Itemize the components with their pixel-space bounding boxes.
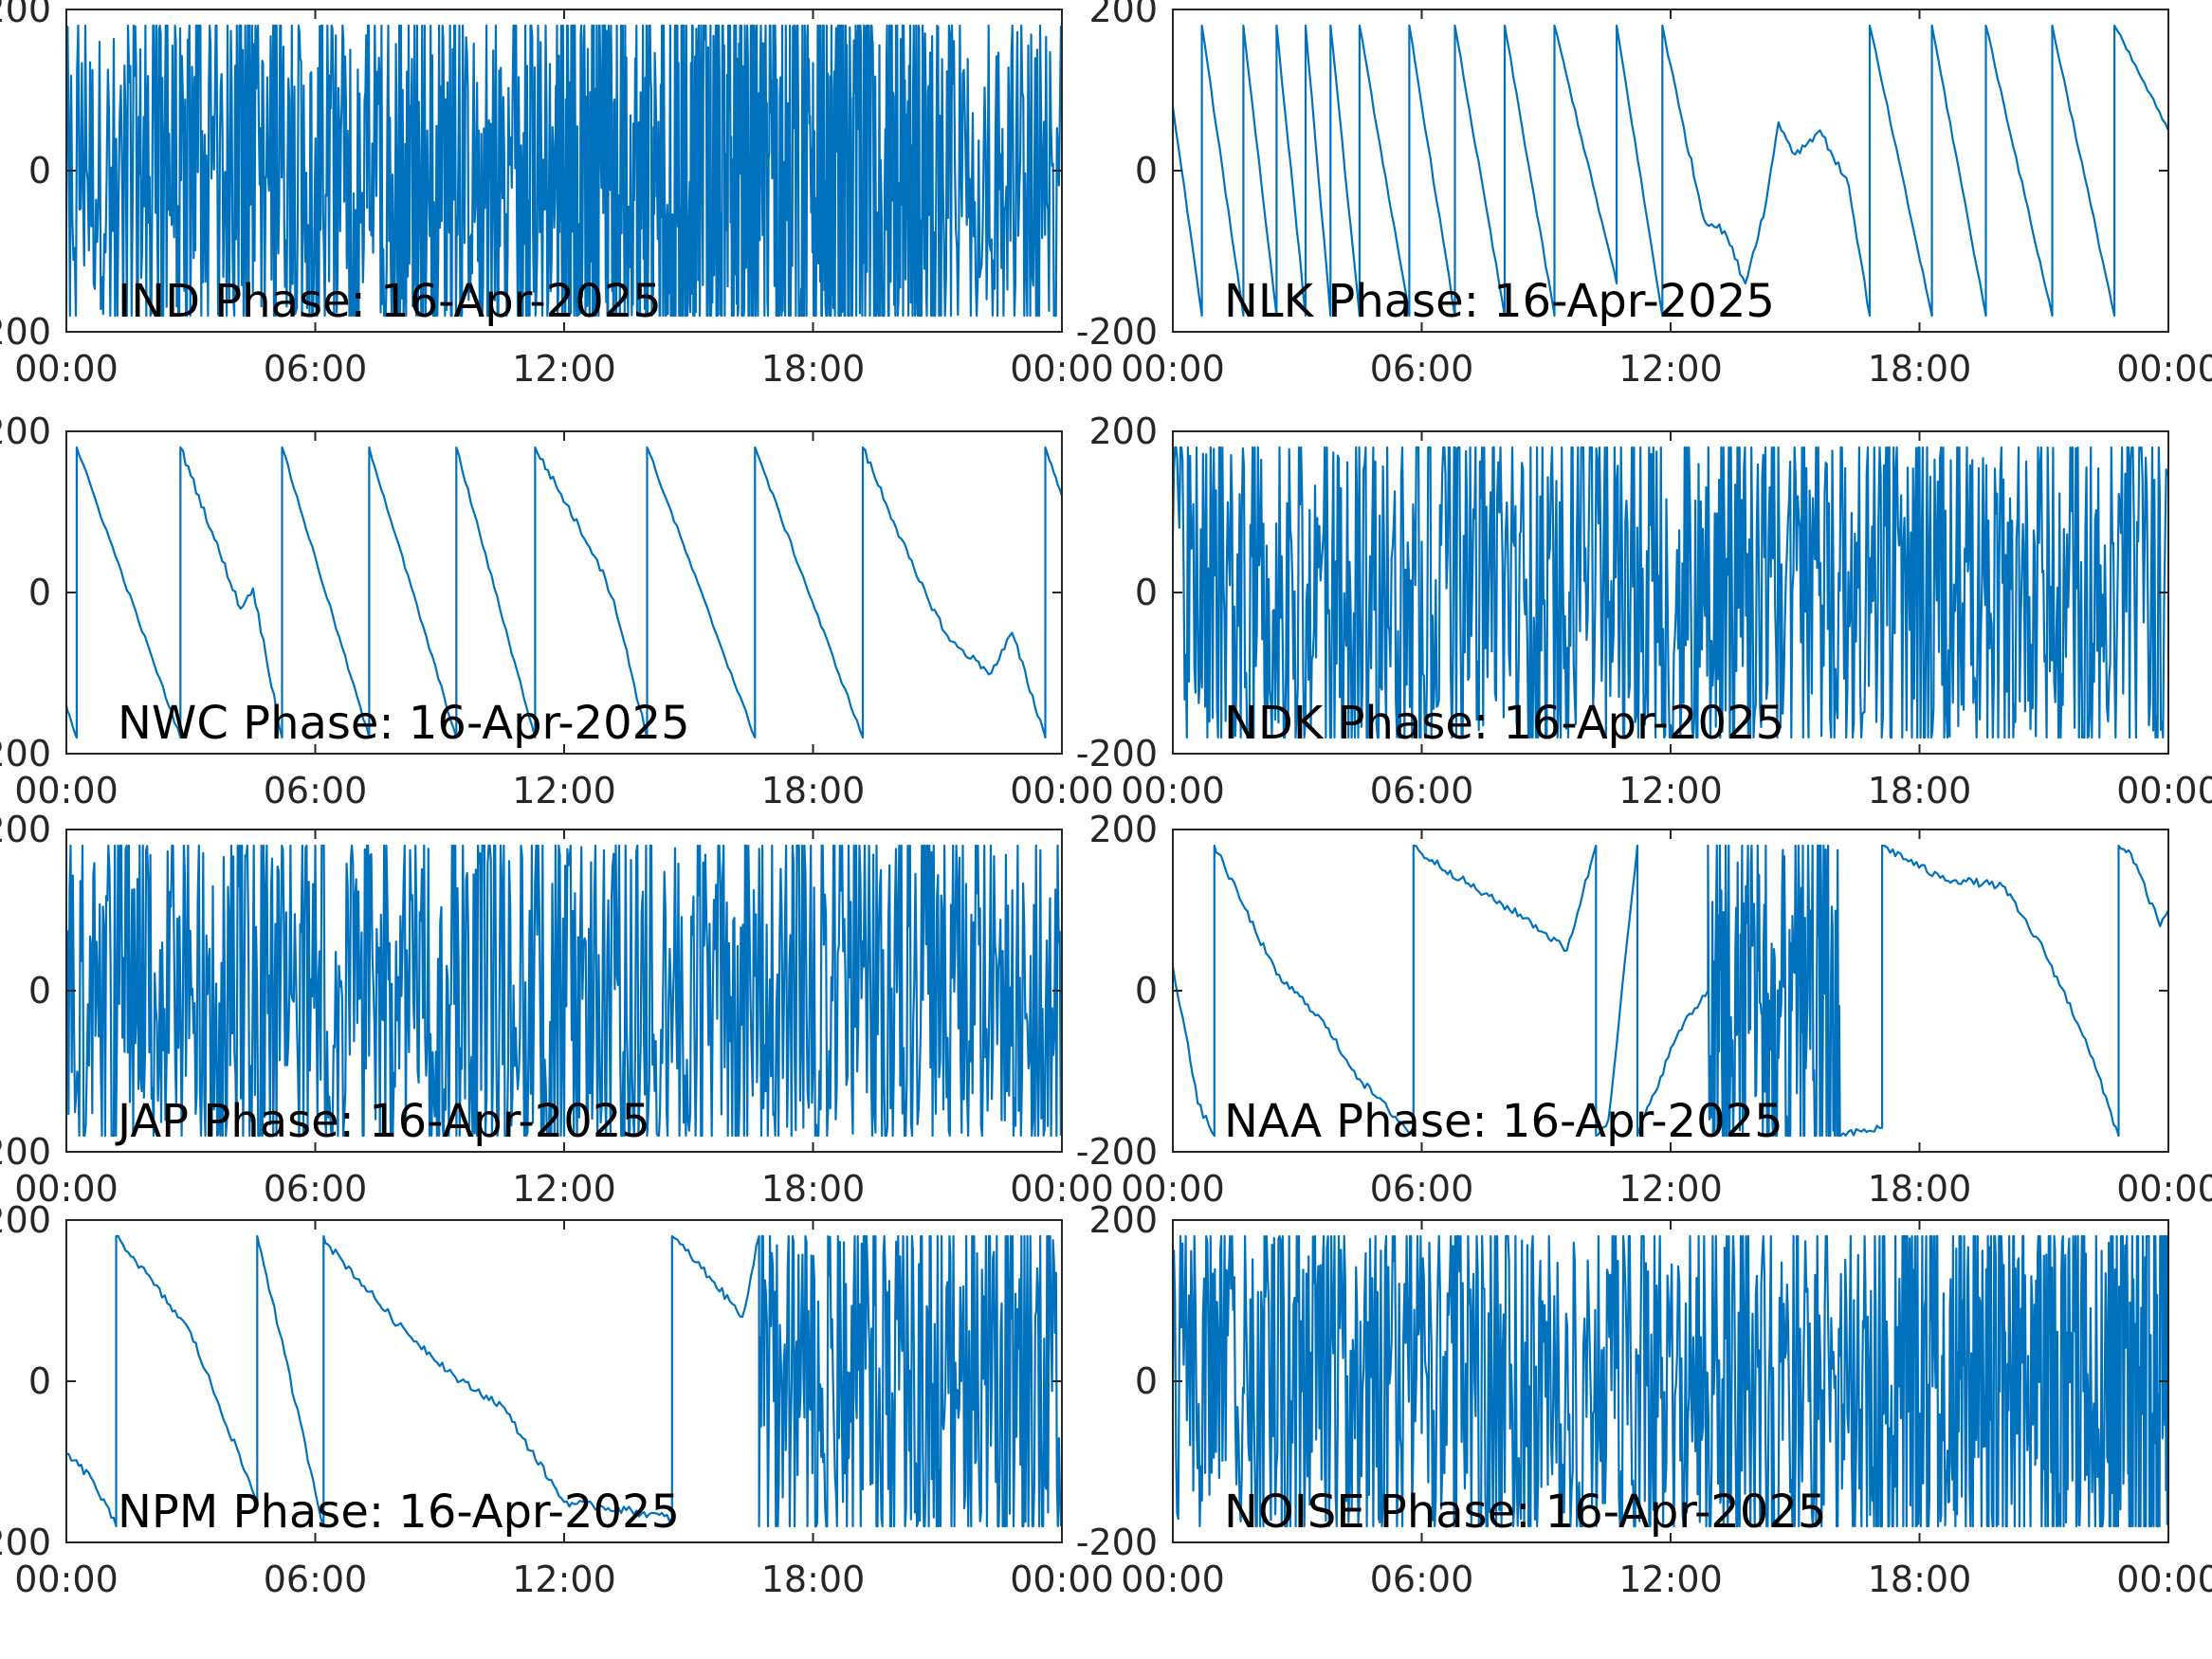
x-tick-label: 06:00 [1370, 1559, 1474, 1600]
panel-title: NOISE Phase: 16-Apr-2025 [1224, 1486, 1826, 1539]
x-tick-label: 12:00 [1618, 1168, 1723, 1210]
x-tick-label: 00:00 [2116, 770, 2212, 811]
y-tick-label: 200 [1088, 809, 1158, 850]
y-tick-label: 200 [1088, 410, 1158, 452]
x-tick-label: 18:00 [1868, 1559, 1972, 1600]
y-tick-label: -200 [0, 1131, 51, 1173]
phase-series-line [1171, 844, 2169, 1138]
x-tick-label: 00:00 [2116, 1559, 2212, 1600]
x-tick-label: 06:00 [264, 348, 368, 390]
y-tick-label: 0 [28, 150, 51, 191]
y-tick-label: 0 [1135, 572, 1158, 613]
y-tick-label: 0 [28, 1360, 51, 1402]
y-tick-label: 0 [28, 970, 51, 1012]
x-tick-label: 18:00 [1868, 1168, 1972, 1210]
x-tick-label: 06:00 [264, 1559, 368, 1600]
x-tick-label: 00:00 [2116, 1168, 2212, 1210]
x-tick-label: 06:00 [1370, 348, 1474, 390]
panel-title: IND Phase: 16-Apr-2025 [118, 275, 662, 328]
x-tick-label: 00:00 [14, 1559, 119, 1600]
y-tick-label: -200 [1076, 1522, 1158, 1563]
x-tick-label: 00:00 [1010, 770, 1114, 811]
y-tick-label: 200 [0, 0, 51, 30]
y-tick-label: 0 [1135, 970, 1158, 1012]
panel-title: NDK Phase: 16-Apr-2025 [1224, 697, 1784, 750]
x-tick-label: 00:00 [14, 1168, 119, 1210]
x-tick-label: 06:00 [1370, 770, 1474, 811]
y-tick-label: -200 [0, 1522, 51, 1563]
y-tick-label: 200 [0, 1199, 51, 1241]
x-tick-label: 00:00 [1121, 1559, 1225, 1600]
panel-title: NLK Phase: 16-Apr-2025 [1224, 275, 1775, 328]
phase-series-line [1171, 24, 2170, 318]
phase-series-line [64, 24, 1063, 318]
x-tick-label: 12:00 [1618, 348, 1723, 390]
phase-series-line [65, 1234, 1063, 1528]
x-tick-label: 00:00 [1121, 348, 1225, 390]
y-tick-label: -200 [0, 311, 51, 353]
x-tick-label: 06:00 [1370, 1168, 1474, 1210]
phase-series-line [1171, 1234, 2169, 1528]
x-tick-label: 00:00 [1010, 1559, 1114, 1600]
y-tick-label: -200 [1076, 1131, 1158, 1173]
x-tick-label: 00:00 [1121, 770, 1225, 811]
x-tick-label: 18:00 [761, 1168, 866, 1210]
x-tick-label: 00:00 [1010, 348, 1114, 390]
phase-series-line [1171, 446, 2168, 739]
phase-series-line [64, 844, 1062, 1138]
x-tick-label: 12:00 [512, 348, 616, 390]
y-tick-label: -200 [1076, 311, 1158, 353]
x-tick-label: 18:00 [761, 770, 866, 811]
x-tick-label: 18:00 [761, 1559, 866, 1600]
panel-title: NAA Phase: 16-Apr-2025 [1224, 1095, 1783, 1148]
y-tick-label: -200 [1076, 733, 1158, 775]
x-tick-label: 00:00 [1010, 1168, 1114, 1210]
y-tick-label: -200 [0, 733, 51, 775]
x-tick-label: 00:00 [1121, 1168, 1225, 1210]
x-tick-label: 12:00 [512, 1168, 616, 1210]
panel-title: JAP Phase: 16-Apr-2025 [115, 1095, 650, 1148]
y-tick-label: 200 [1088, 1199, 1158, 1241]
y-tick-label: 0 [1135, 1360, 1158, 1402]
y-tick-label: 200 [0, 809, 51, 850]
x-tick-label: 12:00 [512, 1559, 616, 1600]
y-tick-label: 0 [1135, 150, 1158, 191]
y-tick-label: 0 [28, 572, 51, 613]
x-tick-label: 06:00 [264, 1168, 368, 1210]
x-tick-label: 00:00 [14, 770, 119, 811]
y-tick-label: 200 [0, 410, 51, 452]
panel-title: NPM Phase: 16-Apr-2025 [118, 1486, 680, 1539]
x-tick-label: 00:00 [14, 348, 119, 390]
x-tick-label: 18:00 [1868, 348, 1972, 390]
x-tick-label: 06:00 [264, 770, 368, 811]
x-tick-label: 18:00 [1868, 770, 1972, 811]
x-tick-label: 00:00 [2116, 348, 2212, 390]
x-tick-label: 12:00 [512, 770, 616, 811]
x-tick-label: 12:00 [1618, 770, 1723, 811]
y-tick-label: 200 [1088, 0, 1158, 30]
x-tick-label: 12:00 [1618, 1559, 1723, 1600]
x-tick-label: 18:00 [761, 348, 866, 390]
phase-series-line [64, 446, 1064, 739]
panel-title: NWC Phase: 16-Apr-2025 [118, 697, 690, 750]
